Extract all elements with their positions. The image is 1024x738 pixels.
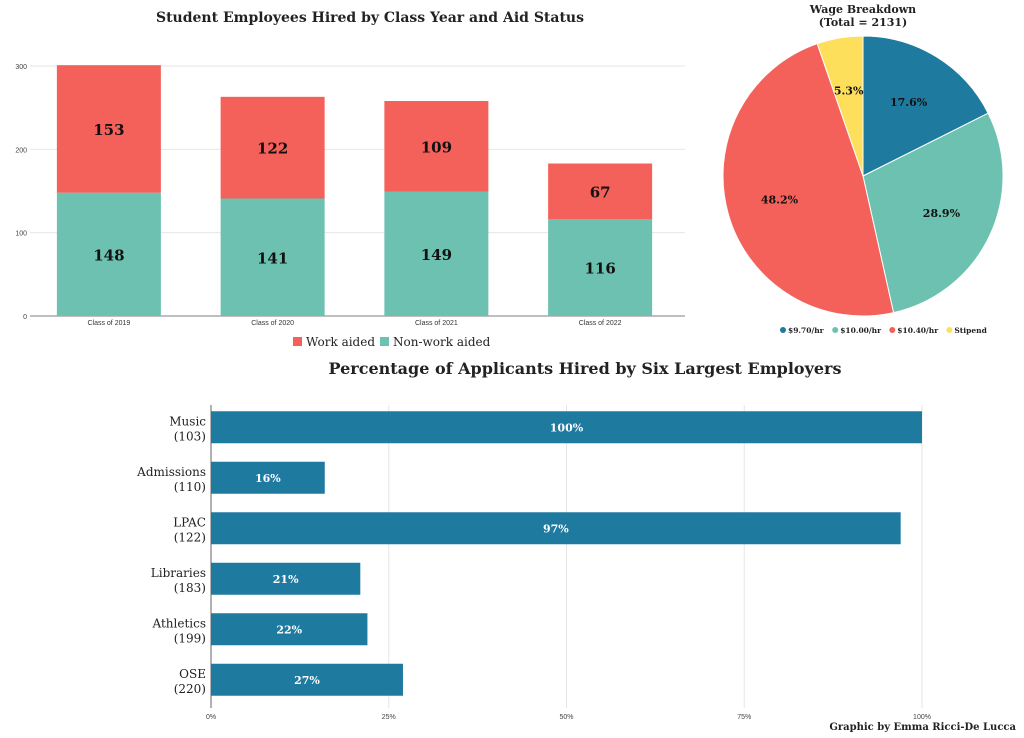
data-label: 21% (273, 573, 299, 586)
pie-slice-label: 17.6% (890, 96, 928, 109)
category-label: Admissions (136, 465, 206, 479)
x-tick-label: Class of 2020 (251, 320, 294, 327)
data-label: 67 (590, 183, 611, 201)
category-label: Libraries (151, 566, 206, 580)
chart-title: Percentage of Applicants Hired by Six La… (329, 359, 842, 378)
pie-slice-label: 48.2% (761, 194, 799, 207)
pie-subtitle: (Total = 2131) (819, 16, 908, 29)
data-label: 122 (257, 140, 288, 158)
bar (211, 461, 325, 494)
legend-label: $10.00/hr (840, 326, 882, 335)
legend-swatch (889, 327, 896, 333)
bar-segment-non-work-aided (56, 192, 161, 316)
bar-segment-work-aided (548, 163, 653, 220)
x-tick-label: 0% (206, 714, 216, 721)
data-label: 153 (93, 121, 124, 139)
legend-swatch (946, 327, 953, 333)
data-label: 16% (255, 472, 281, 485)
category-count: (122) (174, 530, 206, 544)
legend-label: $10.40/hr (897, 326, 939, 335)
category-label: Music (169, 414, 206, 428)
legend-swatch (380, 337, 389, 346)
x-tick-label: Class of 2022 (579, 320, 622, 327)
legend-swatch (832, 327, 839, 333)
bar (211, 613, 368, 646)
data-label: 149 (421, 246, 452, 264)
legend-label: Non-work aided (393, 335, 491, 349)
legend-swatch (293, 337, 302, 346)
bar-segment-non-work-aided (548, 219, 653, 316)
category-label: Athletics (152, 616, 206, 630)
x-tick-label: 75% (737, 714, 751, 721)
bar-segment-work-aided (56, 65, 161, 193)
y-tick-label: 200 (15, 147, 27, 154)
legend-label: $9.70/hr (788, 326, 825, 335)
data-label: 141 (257, 249, 288, 267)
bar (211, 663, 403, 696)
legend-swatch (780, 327, 786, 333)
category-count: (199) (174, 631, 206, 645)
chart-title: Student Employees Hired by Class Year an… (156, 10, 584, 26)
x-tick-label: 100% (913, 714, 931, 721)
y-tick-label: 0 (23, 314, 27, 321)
pie-slice--10-40-hr (722, 43, 895, 317)
bar-segment-work-aided (384, 101, 489, 192)
bar (211, 411, 922, 444)
legend-label: Stipend (954, 326, 987, 335)
data-label: 22% (276, 623, 302, 636)
category-count: (103) (174, 429, 206, 443)
pie-slice--9-70-hr (862, 35, 989, 177)
pie-title: Wage Breakdown (809, 3, 916, 16)
pie-slice-label: 28.9% (923, 207, 961, 220)
data-label: 97% (543, 522, 569, 535)
bar (211, 562, 361, 595)
bar (211, 512, 901, 545)
data-label: 100% (550, 421, 584, 434)
x-tick-label: 50% (559, 714, 573, 721)
category-count: (220) (174, 682, 206, 696)
y-tick-label: 300 (15, 64, 27, 71)
pie-slice-label: 5.3% (834, 84, 864, 97)
category-label: OSE (179, 667, 206, 681)
x-tick-label: Class of 2021 (415, 320, 458, 327)
x-tick-label: 25% (382, 714, 396, 721)
pie-slice--10-00-hr (862, 112, 1004, 314)
data-label: 109 (421, 138, 452, 156)
bar-segment-non-work-aided (384, 191, 489, 316)
x-tick-label: Class of 2019 (87, 320, 130, 327)
bar-segment-non-work-aided (220, 198, 325, 316)
data-label: 148 (93, 246, 124, 264)
category-label: LPAC (173, 515, 206, 529)
credit: Graphic by Emma Ricci-De Lucca (829, 722, 1016, 733)
pie-slice-stipend (816, 35, 864, 177)
bar-segment-work-aided (220, 96, 325, 199)
data-label: 27% (294, 674, 320, 687)
y-tick-label: 100 (15, 231, 27, 238)
category-count: (183) (174, 581, 206, 595)
data-label: 116 (584, 260, 615, 278)
legend-label: Work aided (306, 335, 375, 349)
category-count: (110) (174, 480, 206, 494)
